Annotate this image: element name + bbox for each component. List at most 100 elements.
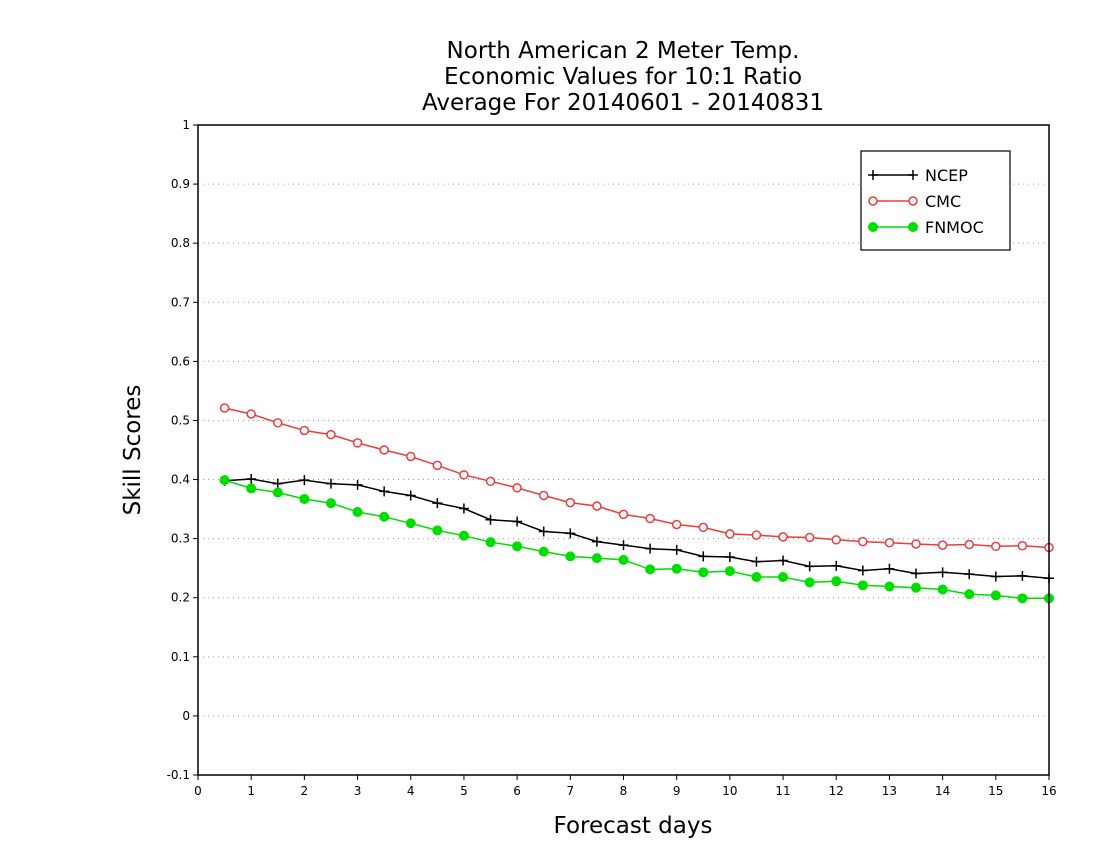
data-point-ncep bbox=[379, 486, 390, 497]
chart-title-line-1: North American 2 Meter Temp. bbox=[447, 38, 800, 64]
y-tick-label: 0.8 bbox=[171, 236, 190, 250]
data-point-cmc bbox=[751, 530, 762, 540]
data-point-cmc bbox=[538, 490, 549, 501]
legend-marker bbox=[908, 222, 918, 232]
data-point-cmc bbox=[645, 513, 655, 524]
x-axis-ticks: 0 1 2 3 4 5 6 7 8 9 10 11 12 13 14 15 16 bbox=[194, 775, 1057, 798]
data-point-cmc bbox=[911, 539, 921, 549]
data-point-ncep bbox=[964, 569, 975, 580]
data-point-ncep bbox=[645, 543, 656, 554]
data-point-cmc bbox=[831, 535, 841, 545]
data-point-ncep bbox=[804, 561, 815, 572]
data-point-cmc bbox=[352, 438, 363, 448]
data-point-fnmoc bbox=[272, 487, 283, 498]
data-point-fnmoc bbox=[964, 589, 975, 600]
data-point-fnmoc bbox=[485, 537, 496, 548]
data-point-fnmoc bbox=[565, 551, 576, 562]
data-point-fnmoc bbox=[299, 494, 310, 505]
data-point-ncep bbox=[538, 526, 549, 537]
data-point-ncep bbox=[458, 503, 469, 514]
y-axis-label: Skill Scores bbox=[120, 385, 146, 516]
data-point-fnmoc bbox=[1017, 593, 1028, 604]
x-tick-label: 8 bbox=[620, 784, 628, 798]
x-tick-label: 13 bbox=[882, 784, 897, 798]
data-point-ncep bbox=[272, 478, 283, 489]
series-cmc bbox=[219, 403, 1054, 553]
data-point-fnmoc bbox=[591, 553, 602, 564]
data-point-fnmoc bbox=[512, 541, 523, 552]
data-point-ncep bbox=[246, 473, 257, 484]
series-line-fnmoc bbox=[224, 479, 1049, 600]
data-point-cmc bbox=[1017, 540, 1028, 551]
data-point-cmc bbox=[379, 445, 389, 455]
x-tick-label: 15 bbox=[988, 784, 1003, 798]
x-axis-label: Forecast days bbox=[554, 813, 713, 839]
x-tick-label: 0 bbox=[194, 784, 202, 798]
data-point-cmc bbox=[991, 541, 1001, 552]
data-point-fnmoc bbox=[671, 563, 682, 574]
series-line-ncep bbox=[224, 478, 1050, 579]
data-point-ncep bbox=[698, 551, 709, 562]
data-point-fnmoc bbox=[645, 564, 656, 575]
y-tick-label: -0.1 bbox=[167, 768, 190, 782]
data-point-ncep bbox=[591, 536, 602, 547]
data-point-ncep bbox=[724, 551, 735, 562]
series-fnmoc bbox=[219, 475, 1054, 604]
data-point-ncep bbox=[432, 498, 443, 509]
x-tick-label: 1 bbox=[247, 784, 255, 798]
data-point-fnmoc bbox=[458, 530, 469, 541]
legend-marker bbox=[868, 170, 878, 180]
data-point-fnmoc bbox=[937, 584, 948, 595]
data-point-cmc bbox=[804, 532, 815, 543]
data-point-fnmoc bbox=[884, 581, 895, 592]
legend-box bbox=[860, 150, 1011, 251]
y-tick-label: 0.7 bbox=[171, 295, 190, 309]
data-point-fnmoc bbox=[432, 525, 443, 536]
data-point-ncep bbox=[352, 479, 363, 490]
data-point-cmc bbox=[698, 522, 709, 533]
data-point-ncep bbox=[884, 563, 895, 574]
x-tick-label: 9 bbox=[673, 784, 681, 798]
data-point-fnmoc bbox=[618, 554, 629, 565]
chart-title-line-2: Economic Values for 10:1 Ratio bbox=[444, 64, 802, 90]
data-point-ncep bbox=[565, 528, 576, 539]
data-point-cmc bbox=[246, 409, 256, 419]
y-tick-label: 0.5 bbox=[171, 413, 190, 427]
data-point-ncep bbox=[618, 540, 629, 551]
legend-item-ncep: NCEP bbox=[868, 166, 968, 185]
data-point-cmc bbox=[219, 403, 230, 413]
y-tick-label: 0 bbox=[182, 709, 190, 723]
data-point-ncep bbox=[485, 514, 496, 525]
data-point-fnmoc bbox=[724, 566, 735, 577]
legend-marker bbox=[908, 196, 918, 206]
legend-marker bbox=[868, 196, 878, 206]
series-line-cmc bbox=[224, 407, 1050, 549]
data-point-cmc bbox=[299, 425, 310, 436]
y-tick-label: 0.9 bbox=[171, 177, 190, 191]
y-tick-label: 0.4 bbox=[171, 473, 190, 487]
data-point-ncep bbox=[990, 571, 1001, 582]
legend: NCEP CMC FNMOC bbox=[860, 150, 1011, 251]
data-point-cmc bbox=[459, 470, 469, 480]
legend-item-cmc: CMC bbox=[868, 192, 961, 211]
data-point-ncep bbox=[325, 478, 336, 489]
data-point-cmc bbox=[485, 476, 496, 487]
x-tick-label: 3 bbox=[354, 784, 362, 798]
legend-label: FNMOC bbox=[925, 218, 984, 237]
data-point-ncep bbox=[751, 556, 762, 567]
data-point-ncep bbox=[911, 568, 922, 579]
data-point-fnmoc bbox=[751, 572, 762, 583]
data-point-cmc bbox=[778, 532, 788, 542]
data-point-fnmoc bbox=[405, 518, 416, 529]
legend-item-fnmoc: FNMOC bbox=[868, 218, 984, 237]
data-point-cmc bbox=[565, 497, 576, 508]
data-point-ncep bbox=[671, 544, 682, 555]
data-point-cmc bbox=[273, 418, 283, 428]
data-point-fnmoc bbox=[219, 475, 230, 486]
data-point-ncep bbox=[299, 475, 310, 486]
data-point-fnmoc bbox=[538, 546, 549, 557]
data-point-cmc bbox=[725, 529, 735, 539]
data-point-fnmoc bbox=[804, 577, 815, 588]
data-point-fnmoc bbox=[698, 567, 709, 578]
data-point-ncep bbox=[857, 565, 868, 576]
